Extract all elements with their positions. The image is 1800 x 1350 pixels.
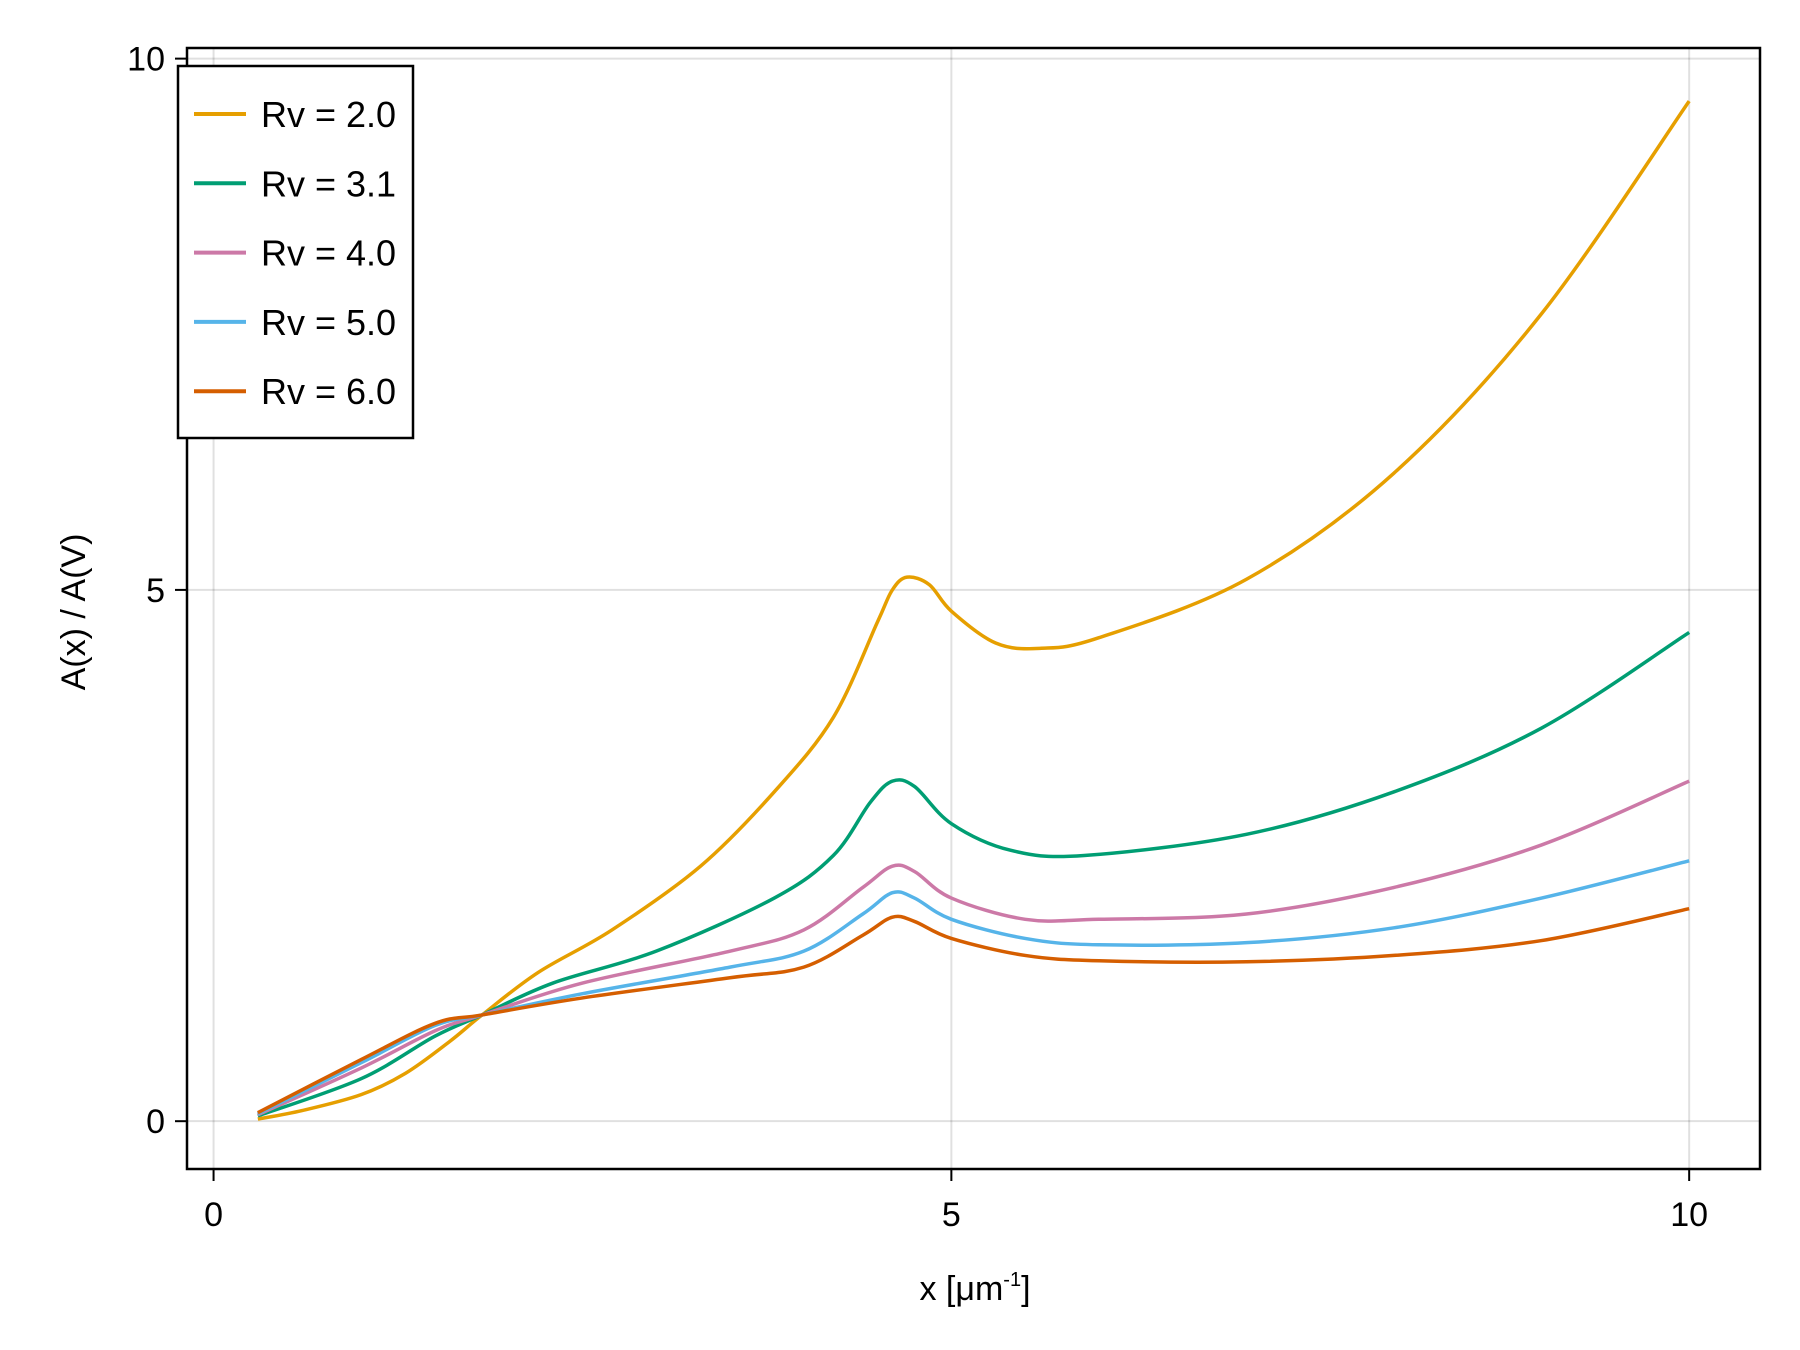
legend-label: Rv = 2.0 — [261, 94, 396, 135]
series-line — [257, 100, 1691, 1121]
x-axis-label: x [μm-1] — [919, 1269, 1030, 1308]
grid — [187, 48, 1760, 1169]
series-line — [257, 859, 1690, 1116]
x-tick-label: 10 — [1670, 1196, 1708, 1234]
series-line — [257, 906, 1690, 1115]
legend-label: Rv = 6.0 — [261, 371, 396, 412]
legend-label: Rv = 4.0 — [261, 233, 396, 274]
legend: Rv = 2.0 Rv = 3.1 Rv = 4.0 Rv = 5.0 Rv = 6.0 — [176, 64, 415, 440]
y-tick-label: 0 — [146, 1103, 165, 1141]
legend-label: Rv = 3.1 — [261, 163, 396, 204]
legend-label: Rv = 5.0 — [261, 302, 396, 343]
plot-frame — [185, 46, 1762, 1171]
y-axis-label: A(x) / A(V) — [55, 534, 93, 691]
series-line — [257, 630, 1691, 1118]
axis-ticks: 0 5 10 0 5 10 — [127, 41, 1708, 1234]
x-tick-label: 0 — [204, 1196, 223, 1234]
x-tick-label: 5 — [942, 1196, 961, 1234]
series-lines — [257, 100, 1691, 1121]
y-tick-label: 10 — [127, 41, 165, 79]
y-tick-label: 5 — [146, 572, 165, 610]
